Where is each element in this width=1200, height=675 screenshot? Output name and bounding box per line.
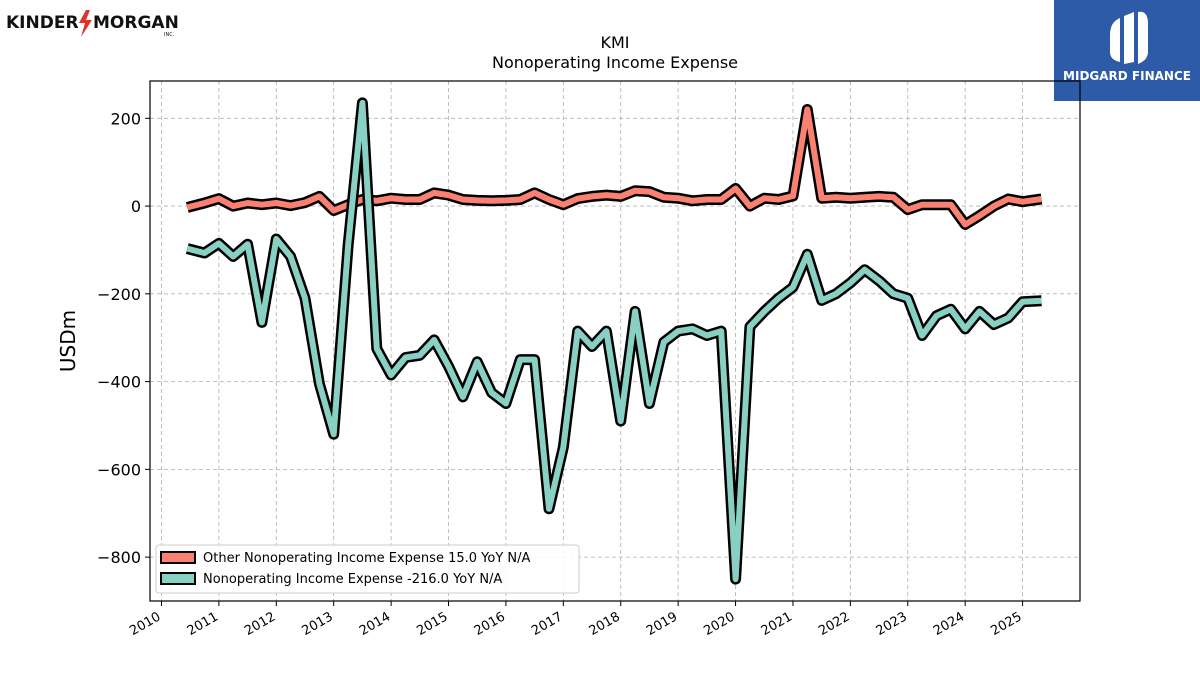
- y-axis-label: USDm: [56, 310, 80, 372]
- kinder-logo-text: KINDER: [6, 13, 79, 33]
- series-layer: [185, 97, 1043, 585]
- chart-subtitle: Nonoperating Income Expense: [492, 53, 738, 72]
- kinder-morgan-logo: KINDER MORGAN INC.: [6, 10, 179, 38]
- midgard-finance-logo: MIDGARD FINANCE: [1054, 0, 1200, 101]
- legend: Other Nonoperating Income Expense 15.0 Y…: [155, 544, 580, 594]
- midgard-logo-text: MIDGARD FINANCE: [1063, 69, 1191, 83]
- x-tick-label: 2024: [931, 609, 967, 639]
- y-tick-label: 200: [110, 109, 141, 128]
- y-tick-label: −200: [97, 285, 141, 304]
- x-tick-label: 2019: [644, 609, 680, 639]
- y-tick-label: −800: [97, 548, 141, 567]
- x-tick-label: 2010: [127, 609, 163, 639]
- series-line-1: [186, 99, 1042, 583]
- legend-swatch-0: [160, 551, 196, 564]
- series-line-0: [186, 106, 1042, 228]
- y-tick-label: −400: [97, 373, 141, 392]
- x-tick-label: 2017: [529, 609, 565, 639]
- x-tick-label: 2016: [472, 609, 508, 639]
- chart-title: KMI: [600, 33, 629, 52]
- x-axis: 2010 2011 2012 2013 2014 2015 2016 2017 2018 2019…: [127, 601, 1025, 639]
- x-tick-label: 2022: [816, 609, 852, 639]
- x-tick-label: 2011: [185, 609, 221, 639]
- legend-label-1: Nonoperating Income Expense -216.0 YoY N…: [203, 572, 502, 587]
- x-tick-label: 2025: [988, 609, 1024, 639]
- morgan-logo-text: MORGAN: [93, 13, 179, 33]
- x-tick-label: 2021: [759, 609, 795, 639]
- midgard-emblem-icon: MIDGARD FINANCE: [1063, 11, 1191, 83]
- x-tick-label: 2014: [357, 609, 393, 639]
- x-tick-label: 2023: [874, 609, 910, 639]
- x-tick-label: 2012: [242, 609, 278, 639]
- y-tick-label: 0: [131, 197, 141, 216]
- y-axis: 200 0 −200 −400 −600 −800: [97, 109, 150, 567]
- lightning-bolt-icon: [79, 10, 92, 37]
- x-tick-label: 2018: [587, 609, 623, 639]
- x-tick-label: 2015: [414, 609, 450, 639]
- x-tick-label: 2013: [300, 609, 336, 639]
- legend-box: [155, 544, 580, 594]
- grid: [150, 81, 1080, 601]
- series-outline-1: [185, 97, 1042, 585]
- logo-inc-text: INC.: [164, 32, 175, 38]
- x-tick-label: 2020: [701, 609, 737, 639]
- legend-label-0: Other Nonoperating Income Expense 15.0 Y…: [203, 551, 531, 566]
- legend-swatch-1: [160, 572, 196, 585]
- plot-frame: [149, 80, 1081, 602]
- y-tick-label: −600: [97, 460, 141, 479]
